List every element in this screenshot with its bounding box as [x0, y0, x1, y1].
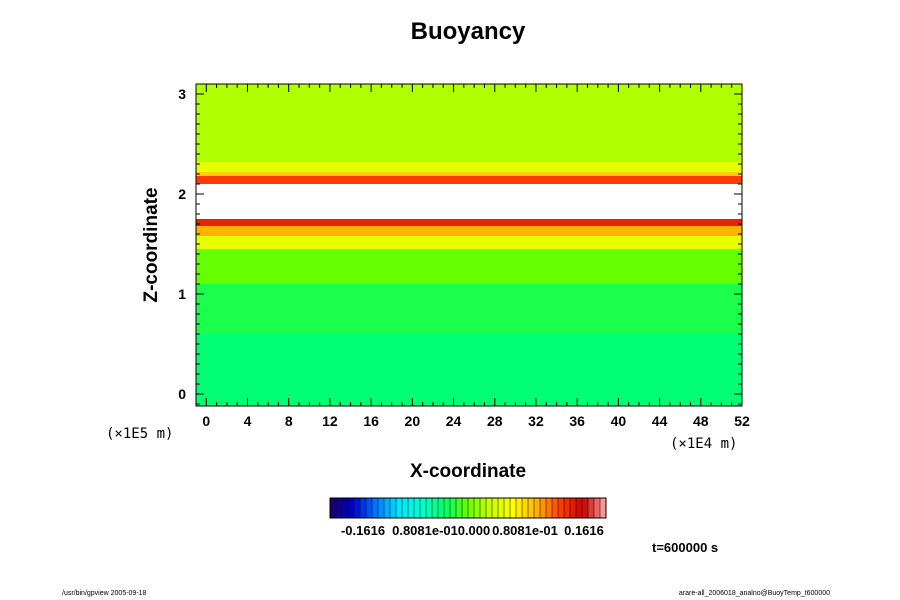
x-tick-label: 0 [202, 413, 210, 429]
colorbar-cell [432, 498, 439, 518]
colorbar-cell [504, 498, 511, 518]
field-layer-4 [196, 184, 742, 219]
plot-frame [195, 83, 743, 407]
colorbar-cell [516, 498, 523, 518]
x-tick-label: 40 [611, 413, 627, 429]
buoyancy-field [196, 84, 742, 406]
colorbar-cell [576, 498, 583, 518]
field-layer-6 [196, 226, 742, 236]
x-axis-ticks: 0 4 8 12 16 20 24 28 32 36 40 44 48 52 [202, 84, 750, 429]
colorbar-tick-label: 0.8081e-01 [392, 523, 458, 538]
x-tick-label: 36 [569, 413, 585, 429]
x-tick-label: 4 [244, 413, 252, 429]
colorbar-cell [522, 498, 529, 518]
colorbar-cell [396, 498, 403, 518]
field-layer-9 [196, 284, 742, 334]
y-tick-label: 1 [178, 286, 186, 302]
colorbar-tick-label: 0.1616 [564, 523, 604, 538]
colorbar-cell [366, 498, 373, 518]
colorbar-tick-label: -0.1616 [341, 523, 385, 538]
colorbar-tick-label: 0.000 [458, 523, 491, 538]
colorbar-cell [600, 498, 607, 518]
colorbar-cell [564, 498, 571, 518]
colorbar-cell [348, 498, 355, 518]
x-axis-label: X-coordinate [410, 461, 526, 482]
colorbar-cell [420, 498, 427, 518]
colorbar-cell [468, 498, 475, 518]
colorbar-tick-label: 0.8081e-01 [492, 523, 558, 538]
colorbar-cell [528, 498, 535, 518]
x-tick-label: 44 [652, 413, 668, 429]
time-label: t=600000 s [652, 540, 718, 555]
colorbar-cell [408, 498, 415, 518]
colorbar-cell [450, 498, 457, 518]
field-layer-5 [196, 219, 742, 226]
colorbar-cell [444, 498, 451, 518]
colorbar-cell [558, 498, 565, 518]
colorbar-cell [456, 498, 463, 518]
colorbar-cell [486, 498, 493, 518]
colorbar-cell [552, 498, 559, 518]
colorbar-labels: -0.1616 0.8081e-01 0.000 0.8081e-01 0.1616 [341, 523, 604, 538]
colorbar-cell [426, 498, 433, 518]
colorbar-cell [330, 498, 337, 518]
y-tick-label: 0 [178, 386, 186, 402]
x-tick-label: 8 [285, 413, 293, 429]
field-layer-0 [196, 84, 742, 162]
colorbar-cell [594, 498, 601, 518]
colorbar-cell [360, 498, 367, 518]
x-tick-label: 52 [734, 413, 750, 429]
x-tick-label: 16 [363, 413, 379, 429]
field-layer-3 [196, 176, 742, 184]
field-layer-1 [196, 162, 742, 172]
colorbar-cell [402, 498, 409, 518]
y-axis-unit: (×1E5 m) [106, 426, 173, 442]
field-layer-10 [196, 334, 742, 406]
x-tick-label: 20 [405, 413, 421, 429]
colorbar-cell [540, 498, 547, 518]
colorbar-cell [480, 498, 487, 518]
x-tick-label: 32 [528, 413, 544, 429]
y-tick-label: 2 [178, 186, 186, 202]
colorbar-cell [372, 498, 379, 518]
x-tick-label: 24 [446, 413, 462, 429]
colorbar [330, 498, 607, 518]
colorbar-cell [342, 498, 349, 518]
colorbar-cell [546, 498, 553, 518]
colorbar-cell [534, 498, 541, 518]
colorbar-cell [474, 498, 481, 518]
colorbar-cell [384, 498, 391, 518]
colorbar-cell [498, 498, 505, 518]
x-tick-label: 12 [322, 413, 338, 429]
footer-left: /usr/bin/gpview 2005-09-18 [62, 590, 147, 597]
x-tick-label: 28 [487, 413, 503, 429]
x-axis-unit: (×1E4 m) [670, 436, 737, 452]
field-layer-7 [196, 236, 742, 249]
colorbar-cell [414, 498, 421, 518]
colorbar-cell [570, 498, 577, 518]
colorbar-cell [336, 498, 343, 518]
colorbar-cell [588, 498, 595, 518]
colorbar-cell [510, 498, 517, 518]
colorbar-cell [438, 498, 445, 518]
chart-title: Buoyancy [411, 18, 526, 45]
field-layer-2 [196, 172, 742, 176]
colorbar-cell [390, 498, 397, 518]
y-axis-label: Z-coordinate [141, 187, 162, 302]
field-layer-8 [196, 249, 742, 284]
colorbar-cell [492, 498, 499, 518]
footer-right: arare-all_2006018_analno@BuoyTemp_t60000… [679, 590, 830, 597]
colorbar-cell [582, 498, 589, 518]
y-axis-ticks: 0 1 2 3 [178, 83, 742, 405]
colorbar-cell [462, 498, 469, 518]
x-tick-label: 48 [693, 413, 709, 429]
colorbar-cell [354, 498, 361, 518]
colorbar-frame [329, 497, 607, 519]
y-tick-label: 3 [178, 86, 186, 102]
colorbar-cell [378, 498, 385, 518]
